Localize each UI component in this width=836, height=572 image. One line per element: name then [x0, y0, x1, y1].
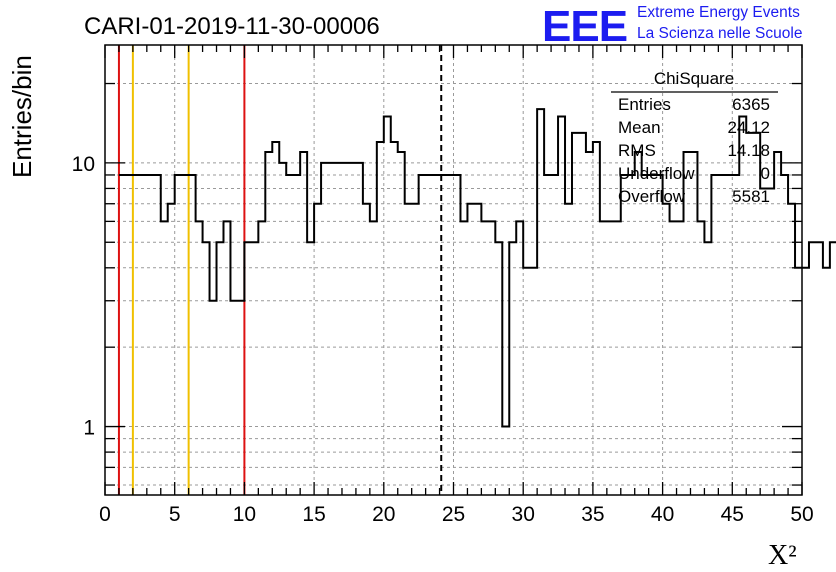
eee-logo-mark: EEE — [542, 2, 627, 51]
stats-box: ChiSquare Entries 6365 Mean 24.12 RMS 14.18 Un… — [611, 69, 778, 206]
tick-labels: 0 5 10 15 20 25 30 35 40 45 50 1 10 — [72, 153, 814, 526]
x-tick-label: 20 — [372, 503, 395, 526]
stats-label: Entries — [618, 95, 671, 114]
x-tick-label: 40 — [651, 503, 674, 526]
eee-logo-line1: Extreme Energy Events — [637, 4, 800, 21]
x-tick-label: 15 — [302, 503, 325, 526]
stats-label: Mean — [618, 118, 661, 137]
stats-value: 14.18 — [727, 141, 770, 160]
stats-value: 0 — [761, 164, 770, 183]
x-tick-label: 50 — [790, 503, 813, 526]
axis-ticks — [104, 45, 803, 495]
eee-logo-line2: La Scienza nelle Scuole — [637, 25, 802, 42]
stats-value: 6365 — [732, 95, 770, 114]
stats-label: Overflow — [618, 187, 686, 206]
stats-value: 24.12 — [727, 118, 770, 137]
stats-value: 5581 — [732, 187, 770, 206]
y-tick-label: 1 — [83, 417, 95, 440]
y-tick-label: 10 — [72, 153, 95, 176]
stats-label: Underflow — [618, 164, 695, 183]
stats-rows: Entries 6365 Mean 24.12 RMS 14.18 Underflow 0 Ov… — [618, 95, 770, 206]
x-tick-label: 0 — [99, 503, 111, 526]
histogram-series — [118, 108, 836, 428]
marker-lines — [117, 45, 443, 495]
x-tick-label: 35 — [581, 503, 604, 526]
x-axis-label: X² — [768, 540, 797, 571]
eee-logo: EEE Extreme Energy Events La Scienza nel… — [542, 2, 802, 51]
x-tick-label: 5 — [169, 503, 181, 526]
x-tick-label: 25 — [442, 503, 465, 526]
stats-title: ChiSquare — [654, 69, 734, 88]
chart-title: CARI-01-2019-11-30-00006 — [84, 13, 380, 40]
x-tick-label: 45 — [721, 503, 744, 526]
histogram — [118, 108, 836, 428]
x-tick-label: 30 — [512, 503, 535, 526]
x-tick-label: 10 — [233, 503, 256, 526]
y-axis-label: Entries/bin — [7, 55, 37, 178]
stats-label: RMS — [618, 141, 656, 160]
